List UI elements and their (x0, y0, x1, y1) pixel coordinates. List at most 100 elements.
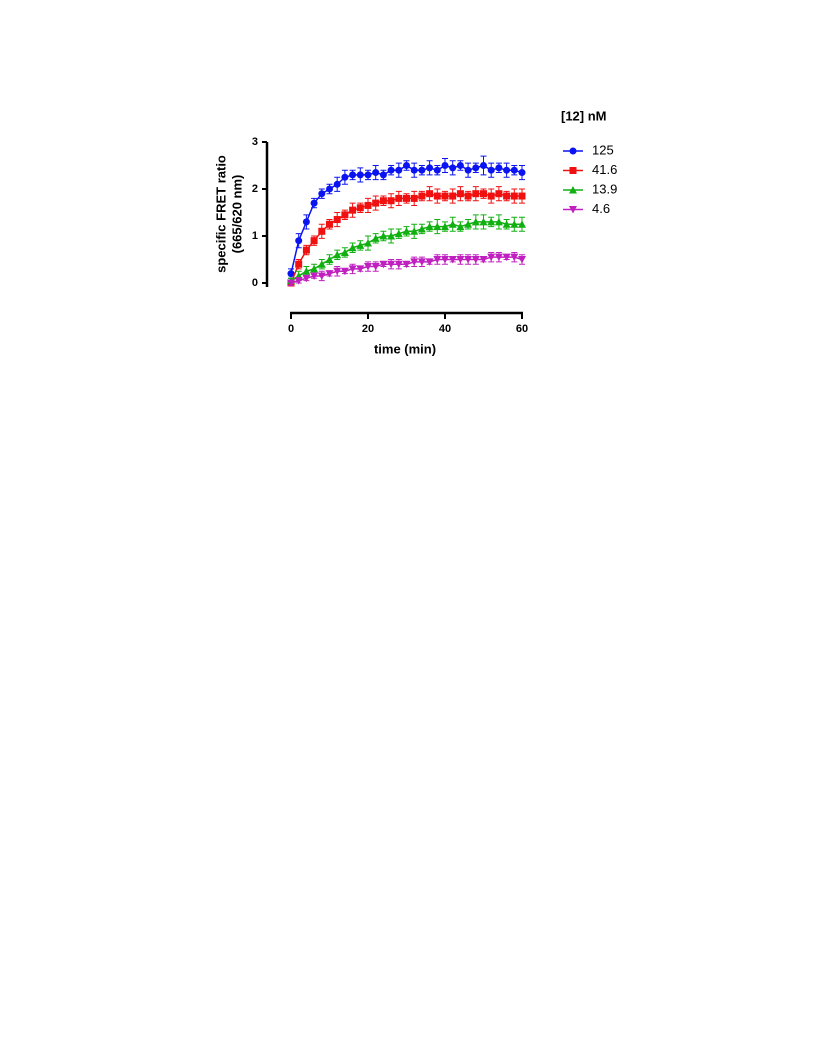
data-point (287, 270, 295, 278)
data-point (356, 265, 365, 273)
data-point (341, 173, 349, 181)
x-tick-label: 0 (288, 323, 294, 335)
data-point (402, 260, 411, 269)
data-point (325, 270, 334, 278)
data-point (402, 227, 411, 235)
data-point (287, 279, 295, 287)
data-point (448, 220, 457, 228)
data-point (425, 258, 434, 266)
data-point (510, 166, 518, 174)
data-point (325, 255, 334, 263)
data-point (333, 180, 341, 188)
data-point (364, 201, 372, 209)
data-point (318, 227, 326, 235)
y-axis-label: specific FRET ratio (213, 155, 228, 273)
data-point (456, 222, 465, 231)
data-point (387, 260, 396, 269)
data-point (487, 217, 496, 226)
data-point (456, 190, 464, 198)
data-point (394, 229, 403, 238)
data-point (518, 169, 526, 177)
data-point (426, 164, 434, 172)
legend-label: 125 (592, 142, 614, 157)
x-tick-label: 40 (439, 323, 451, 335)
data-point (295, 237, 303, 245)
data-point (364, 263, 372, 271)
data-point (348, 243, 357, 252)
data-point (333, 216, 341, 224)
data-point (364, 239, 372, 247)
data-point (479, 217, 488, 226)
legend-title: [12] nM (561, 108, 607, 123)
data-point (379, 197, 387, 205)
data-point (479, 256, 488, 264)
data-point (502, 220, 511, 228)
data-point (503, 192, 511, 200)
data-point (480, 190, 487, 198)
data-point (449, 192, 457, 200)
x-tick-label: 20 (362, 323, 374, 335)
data-point (518, 192, 526, 200)
data-point (403, 162, 410, 169)
data-point (417, 258, 426, 266)
data-point (480, 162, 487, 169)
data-point (425, 222, 434, 231)
data-point (348, 265, 357, 273)
y-tick-label: 1 (252, 230, 258, 242)
data-point (503, 166, 511, 174)
data-point (494, 217, 503, 226)
data-point (441, 192, 449, 200)
data-point (510, 192, 518, 200)
data-point (294, 277, 303, 285)
data-point (441, 256, 449, 264)
data-point (417, 224, 426, 233)
data-point (418, 166, 426, 174)
data-point (456, 256, 465, 264)
data-point (371, 263, 380, 271)
data-point (410, 258, 419, 266)
data-point (341, 211, 349, 219)
data-point (433, 222, 442, 231)
y-tick-label: 0 (252, 277, 258, 289)
data-point (464, 220, 473, 228)
data-point (410, 194, 418, 202)
data-point (410, 166, 418, 174)
data-point (372, 169, 380, 177)
data-point (310, 199, 318, 207)
x-tick-label: 60 (516, 323, 528, 335)
legend-label: 41.6 (592, 162, 617, 177)
legend-marker (569, 186, 577, 194)
data-point (518, 256, 526, 264)
data-point (317, 272, 326, 280)
data-point (448, 256, 457, 264)
data-point (464, 256, 473, 264)
data-point (464, 166, 472, 174)
data-point (349, 206, 357, 214)
series-line (290, 192, 522, 284)
data-point (326, 185, 333, 193)
data-point (371, 234, 380, 242)
data-point (518, 220, 526, 228)
data-point (433, 192, 441, 200)
data-point (441, 162, 449, 169)
data-point (302, 246, 310, 254)
data-point (356, 241, 365, 249)
data-point (340, 267, 349, 276)
data-point (387, 166, 395, 174)
x-axis-label: time (min) (374, 341, 436, 356)
data-point (333, 267, 342, 276)
data-point (510, 220, 519, 228)
data-point (379, 171, 387, 179)
data-point (456, 162, 464, 169)
data-point (449, 164, 457, 172)
data-point (310, 264, 319, 273)
data-point (372, 199, 380, 207)
data-point (394, 260, 403, 269)
data-point (387, 232, 396, 240)
legend-marker (569, 147, 577, 155)
data-point (426, 190, 434, 198)
data-point (379, 232, 388, 240)
data-point (471, 256, 480, 264)
legend-marker (569, 206, 577, 214)
